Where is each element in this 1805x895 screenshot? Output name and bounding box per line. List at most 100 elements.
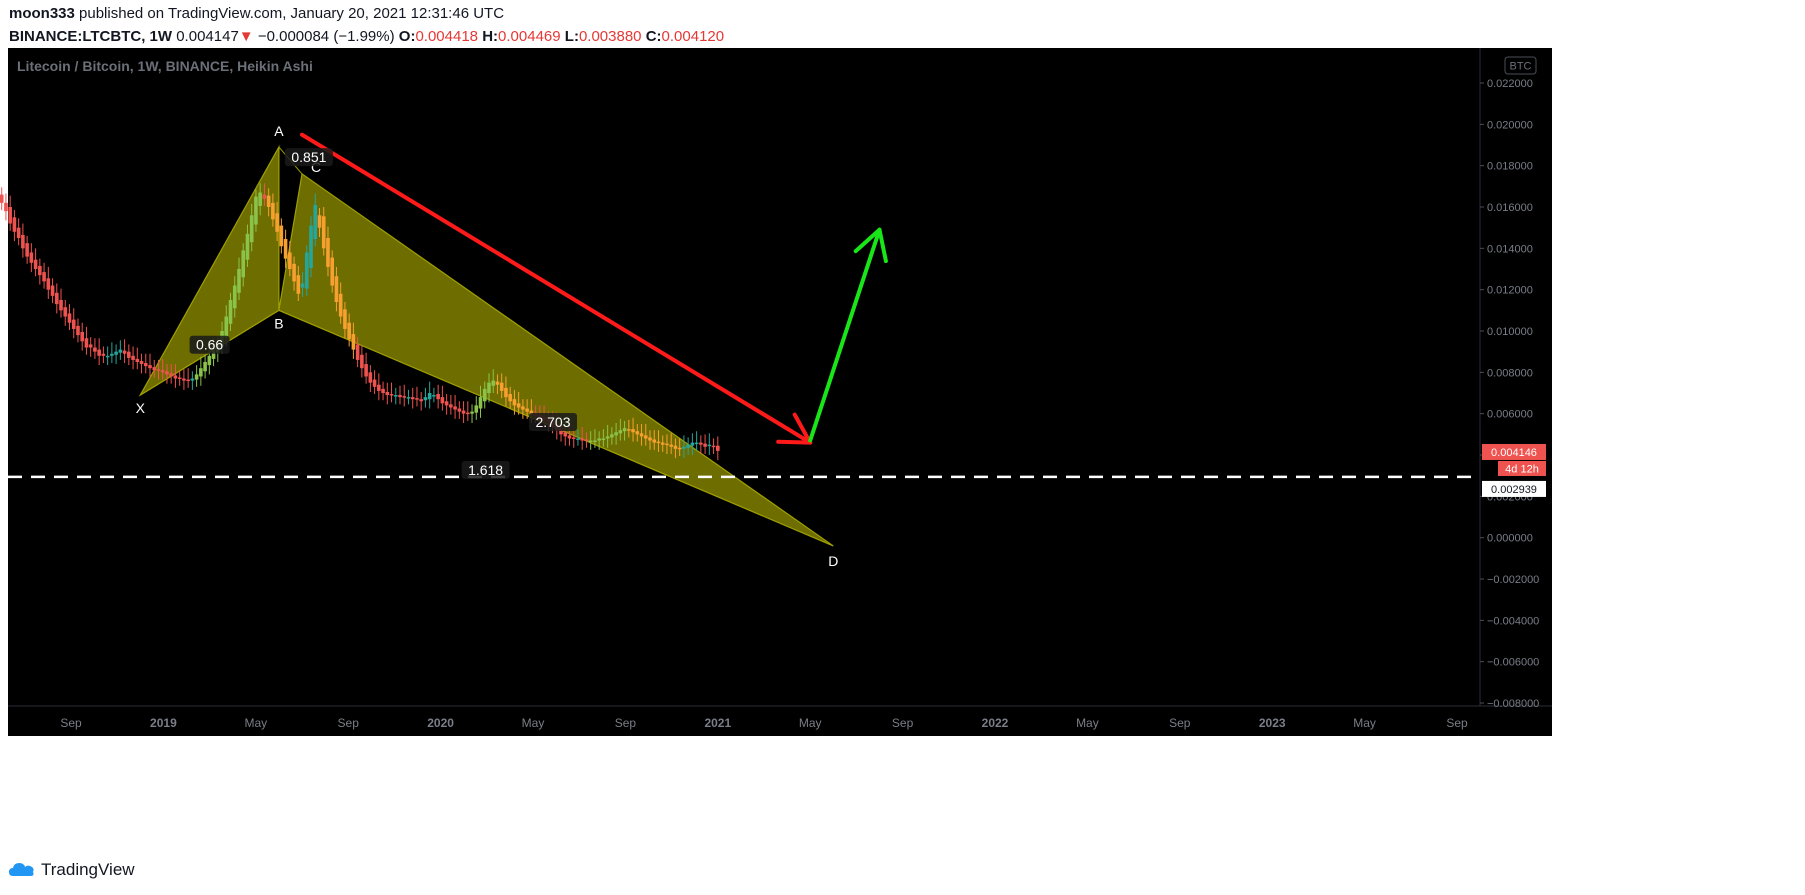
ratio-badge (529, 413, 577, 431)
candle-body (444, 401, 449, 406)
candle-body (338, 293, 343, 317)
candle-body (317, 215, 322, 228)
candle-body (639, 433, 644, 437)
candle-body (576, 438, 580, 440)
candle-body (415, 398, 419, 400)
candle-body (156, 369, 161, 371)
candle-body (169, 373, 173, 377)
countdown-text: 4d 12h (1505, 463, 1539, 475)
x-tick-label: 2019 (150, 716, 177, 730)
red-arrow-shaft (300, 132, 813, 445)
tradingview-brand[interactable]: TradingView (41, 860, 135, 879)
candle-body (682, 446, 686, 449)
candle-body (59, 300, 63, 311)
author-name[interactable]: moon333 (9, 5, 75, 22)
candle-body (211, 349, 216, 359)
candle-body (122, 350, 127, 354)
y-tick-label: 0.000000 (1487, 533, 1533, 545)
candle-body (389, 394, 394, 396)
low-label: L: (564, 28, 579, 45)
candle-body (360, 354, 364, 369)
candle-body (478, 397, 483, 409)
candle-body (50, 285, 55, 296)
candle-body (326, 238, 330, 267)
candle-body (343, 309, 347, 329)
candle-body (347, 322, 351, 340)
candle-body (258, 192, 262, 206)
candle-body (29, 252, 34, 263)
candle-body (275, 213, 279, 232)
candle-body (466, 412, 470, 415)
y-tick-label: 0.012000 (1487, 285, 1533, 297)
y-tick-label: −0.002000 (1487, 574, 1539, 586)
ratio-label: 0.851 (291, 149, 326, 165)
x-tick-label: 2023 (1259, 716, 1286, 730)
ohlc-bar: BINANCE:LTCBTC, 1W 0.004147▼ −0.000084 (… (9, 28, 724, 45)
green-arrow (808, 227, 888, 443)
candle-body (25, 243, 29, 257)
candle-body (605, 436, 610, 439)
candle-body (296, 275, 301, 294)
candle-body (648, 437, 652, 441)
candle-body (186, 379, 190, 382)
candle-body (694, 442, 699, 445)
candle-body (597, 438, 601, 441)
current-price-badge (1482, 443, 1546, 460)
candle-body (177, 377, 182, 379)
y-tick-label: 0.010000 (1487, 326, 1533, 338)
point-label-a: A (274, 123, 284, 139)
candle-body (482, 388, 487, 402)
x-tick-label: May (1353, 716, 1376, 730)
candle-body (449, 404, 453, 408)
candle-body (470, 411, 474, 414)
candle-body (330, 257, 335, 286)
candle-body (160, 370, 165, 373)
y-tick-label: 0.016000 (1487, 202, 1533, 214)
candle-body (436, 394, 440, 400)
candle-body (114, 351, 118, 355)
candle-body (504, 387, 508, 398)
y-tick-label: 0.006000 (1487, 409, 1533, 421)
candle-body (67, 313, 72, 323)
publish-info: moon333 published on TradingView.com, Ja… (9, 5, 504, 22)
x-tick-label: 2022 (982, 716, 1009, 730)
candle-body (110, 353, 114, 356)
candle-body (703, 443, 707, 447)
y-tick-label: −0.008000 (1487, 698, 1539, 710)
candle-body (0, 194, 4, 203)
x-tick-label: Sep (1169, 716, 1191, 730)
point-label-c: C (311, 159, 321, 175)
candle-body (487, 382, 491, 393)
green-arrow-head (877, 227, 888, 264)
candle-body (622, 428, 627, 432)
candle-body (262, 194, 267, 199)
candle-body (588, 440, 593, 443)
candle-body (80, 332, 85, 342)
candle-body (8, 207, 12, 224)
candle-body (266, 195, 271, 207)
candle-body (677, 447, 682, 450)
candle-body (584, 439, 589, 441)
y-tick-label: 0.018000 (1487, 161, 1533, 173)
time-scale (8, 706, 1552, 736)
candle-body (16, 227, 21, 238)
open-value: 0.004418 (415, 28, 479, 45)
price-change: −0.000084 (−1.99%) (257, 28, 395, 45)
ratio-badge (189, 335, 230, 354)
candle-body (512, 399, 517, 406)
candle-body (652, 439, 657, 443)
x-tick-label: Sep (615, 716, 637, 730)
candle-body (610, 434, 614, 438)
x-tick-label: Sep (60, 716, 82, 730)
candle-body (419, 399, 423, 402)
candle-body (410, 397, 415, 400)
x-tick-label: 2021 (704, 716, 731, 730)
x-tick-label: Sep (892, 716, 914, 730)
candle-body (656, 441, 661, 444)
x-tick-label: May (244, 716, 267, 730)
candle-body (54, 292, 59, 305)
candle-body (165, 371, 169, 375)
ratio-label: 0.66 (196, 337, 223, 353)
candle-body (457, 408, 462, 412)
